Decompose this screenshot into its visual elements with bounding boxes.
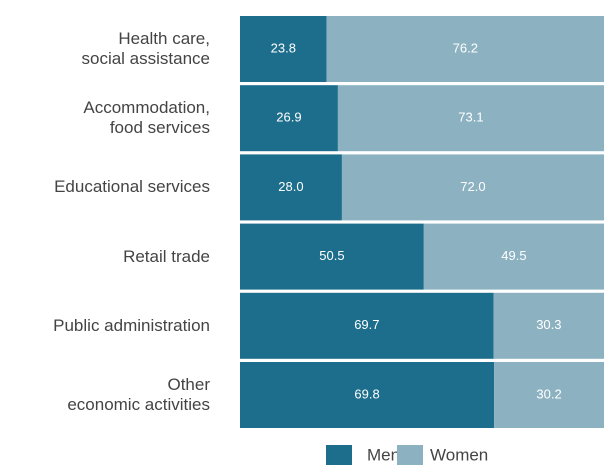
legend-label: Men bbox=[367, 445, 400, 464]
bar-segment bbox=[240, 362, 495, 428]
bar-segment bbox=[341, 154, 604, 221]
bar-segment bbox=[240, 223, 424, 290]
value-label: 30.3 bbox=[536, 317, 561, 332]
bar-segment bbox=[493, 292, 604, 359]
value-label: 30.2 bbox=[536, 386, 561, 401]
value-label: 69.7 bbox=[354, 317, 379, 332]
bar-segment bbox=[240, 85, 338, 152]
value-label: 23.8 bbox=[271, 40, 296, 55]
bar-segment bbox=[240, 154, 342, 221]
value-label: 49.5 bbox=[501, 248, 526, 263]
value-label: 76.2 bbox=[453, 40, 478, 55]
value-label: 69.8 bbox=[354, 386, 379, 401]
legend-label: Women bbox=[430, 445, 488, 464]
category-label: Educational services bbox=[54, 177, 210, 197]
value-label: 28.0 bbox=[278, 179, 303, 194]
value-label: 50.5 bbox=[319, 248, 344, 263]
bar-segment bbox=[240, 16, 327, 82]
legend-swatch bbox=[397, 445, 423, 465]
value-label: 72.0 bbox=[460, 179, 485, 194]
category-label: Other economic activities bbox=[67, 375, 210, 414]
category-label: Public administration bbox=[53, 315, 210, 335]
category-label: Retail trade bbox=[123, 246, 210, 266]
bar-segment bbox=[337, 85, 604, 152]
bar-segment bbox=[423, 223, 604, 290]
value-label: 26.9 bbox=[276, 110, 301, 125]
category-label: Accommodation, food services bbox=[83, 98, 210, 138]
bar-segment bbox=[326, 16, 604, 82]
category-label: Health care, social assistance bbox=[81, 29, 210, 68]
value-label: 73.1 bbox=[458, 110, 483, 125]
bar-segment bbox=[240, 292, 494, 359]
bar-segment bbox=[494, 362, 604, 428]
legend-swatch bbox=[326, 445, 352, 465]
